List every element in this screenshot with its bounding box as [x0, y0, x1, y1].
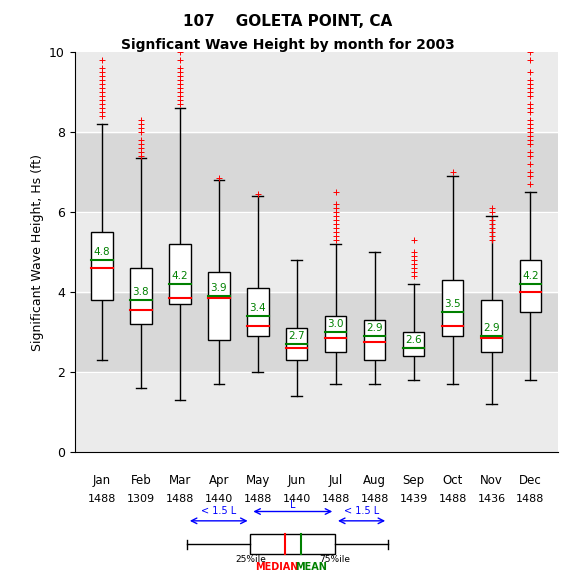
Bar [75, 212, 558, 292]
Bar [247, 288, 269, 336]
Text: 107    GOLETA POINT, CA: 107 GOLETA POINT, CA [183, 14, 392, 30]
Text: 25%ile: 25%ile [235, 554, 266, 564]
Text: 2.7: 2.7 [289, 331, 305, 341]
Bar [75, 292, 558, 372]
Bar [251, 534, 335, 554]
Bar [481, 300, 502, 352]
Bar [364, 320, 385, 360]
Text: MEDIAN: MEDIAN [255, 562, 298, 572]
Text: < 1.5 L: < 1.5 L [201, 506, 236, 516]
Bar [75, 132, 558, 212]
Text: < 1.5 L: < 1.5 L [344, 506, 379, 516]
Text: 3.9: 3.9 [210, 283, 227, 293]
Text: 3.8: 3.8 [133, 287, 150, 297]
Bar [286, 328, 308, 360]
Text: Aug: Aug [363, 474, 386, 487]
Y-axis label: Significant Wave Height, Hs (ft): Significant Wave Height, Hs (ft) [30, 154, 44, 351]
Text: 4.8: 4.8 [94, 247, 110, 257]
Text: 1439: 1439 [400, 494, 428, 505]
Text: 1488: 1488 [516, 494, 545, 505]
Text: Feb: Feb [131, 474, 151, 487]
Text: Jan: Jan [93, 474, 111, 487]
Text: Sep: Sep [402, 474, 425, 487]
Bar [208, 272, 229, 340]
Text: Nov: Nov [480, 474, 503, 487]
Bar [91, 232, 113, 300]
Text: 75%ile: 75%ile [320, 554, 351, 564]
Text: MEAN: MEAN [296, 562, 327, 572]
Text: Apr: Apr [209, 474, 229, 487]
Text: 4.2: 4.2 [522, 271, 539, 281]
Text: 2.9: 2.9 [483, 323, 500, 333]
Bar [75, 52, 558, 132]
Bar [325, 316, 347, 352]
Bar [520, 260, 541, 312]
Text: Oct: Oct [442, 474, 463, 487]
Text: 1488: 1488 [88, 494, 116, 505]
Text: 1488: 1488 [361, 494, 389, 505]
Text: Jun: Jun [288, 474, 306, 487]
Text: 4.2: 4.2 [171, 271, 188, 281]
Text: 3.5: 3.5 [444, 299, 461, 309]
Text: Dec: Dec [519, 474, 542, 487]
Text: 1436: 1436 [477, 494, 505, 505]
Text: 1488: 1488 [244, 494, 272, 505]
Text: 1488: 1488 [438, 494, 467, 505]
Bar [131, 269, 152, 324]
Text: L: L [290, 499, 296, 509]
Text: May: May [246, 474, 270, 487]
Bar [169, 244, 191, 304]
Text: Signficant Wave Height by month for 2003: Signficant Wave Height by month for 2003 [121, 38, 454, 52]
Text: 2.9: 2.9 [366, 323, 383, 333]
Text: 3.4: 3.4 [250, 303, 266, 313]
Bar [403, 332, 424, 356]
Bar [75, 372, 558, 452]
Text: 3.0: 3.0 [328, 319, 344, 329]
Bar [442, 280, 463, 336]
Text: Mar: Mar [168, 474, 191, 487]
Text: 1440: 1440 [283, 494, 311, 505]
Text: 1309: 1309 [127, 494, 155, 505]
Text: 1488: 1488 [166, 494, 194, 505]
Text: 2.6: 2.6 [405, 335, 422, 345]
Text: 1440: 1440 [205, 494, 233, 505]
Text: Jul: Jul [328, 474, 343, 487]
Text: 1488: 1488 [321, 494, 350, 505]
